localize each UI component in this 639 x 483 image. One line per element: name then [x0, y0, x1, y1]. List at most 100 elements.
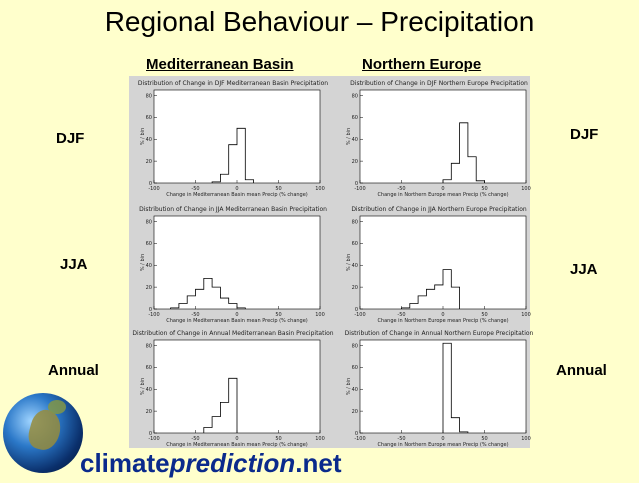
histogram-bin	[204, 428, 212, 433]
y-axis-label: % / bin	[140, 254, 146, 271]
histogram-ne-ann: Distribution of Change in Annual Norther…	[345, 330, 534, 448]
x-tick-label: -100	[148, 436, 159, 442]
y-tick-label: 40	[146, 387, 152, 393]
y-tick-label: 20	[352, 159, 358, 165]
row-label-annual-left: Annual	[48, 362, 99, 379]
y-tick-label: 60	[146, 241, 152, 247]
logo-text-net: .net	[295, 448, 342, 478]
column-heading-northern-europe: Northern Europe	[362, 56, 482, 73]
x-tick-label: -50	[191, 312, 199, 318]
x-tick-label: 0	[235, 186, 238, 192]
x-tick-label: 50	[275, 312, 281, 318]
x-tick-label: -50	[397, 186, 405, 192]
histogram-med-jja: Distribution of Change in JJA Mediterran…	[139, 206, 327, 324]
histogram-bin	[229, 145, 237, 183]
histogram-bin	[187, 296, 195, 309]
x-axis-label: Change in Mediterranean Basin mean Preci…	[166, 318, 308, 324]
x-tick-label: -100	[354, 312, 365, 318]
x-tick-label: -50	[397, 312, 405, 318]
x-tick-label: -100	[354, 186, 365, 192]
histogram-bin	[196, 289, 204, 309]
x-tick-label: 100	[521, 436, 531, 442]
logo-text-climate: climate	[80, 448, 170, 478]
y-tick-label: 80	[352, 219, 358, 225]
histogram-bin	[443, 180, 451, 183]
x-tick-label: 0	[441, 436, 444, 442]
x-axis-label: Change in Mediterranean Basin mean Preci…	[166, 192, 308, 198]
x-tick-label: 50	[481, 186, 487, 192]
y-tick-label: 60	[352, 115, 358, 121]
histogram-med-djf: Distribution of Change in DJF Mediterran…	[138, 80, 328, 198]
y-tick-label: 40	[146, 263, 152, 269]
y-tick-label: 80	[352, 343, 358, 349]
histogram-series	[211, 127, 254, 183]
plot-title: Distribution of Change in Annual Norther…	[345, 330, 534, 337]
histogram-bin	[212, 417, 220, 433]
histogram-series	[401, 269, 460, 309]
y-tick-label: 60	[146, 365, 152, 371]
x-tick-label: 50	[275, 186, 281, 192]
x-tick-label: 100	[521, 312, 531, 318]
row-label-djf-left: DJF	[56, 130, 85, 147]
y-tick-label: 20	[352, 409, 358, 415]
histogram-bin	[468, 157, 476, 183]
histogram-bin	[245, 180, 253, 183]
y-axis-label: % / bin	[346, 254, 352, 271]
y-axis-label: % / bin	[140, 128, 146, 145]
histogram-bin	[476, 181, 484, 183]
histogram-bin	[171, 308, 179, 309]
x-tick-label: 50	[481, 312, 487, 318]
x-tick-label: 100	[521, 186, 531, 192]
plot-area	[359, 215, 527, 310]
y-tick-label: 20	[146, 409, 152, 415]
y-tick-label: 0	[355, 431, 358, 437]
x-tick-label: -100	[148, 186, 159, 192]
row-label-djf-right: DJF	[570, 126, 599, 143]
histogram-series	[442, 122, 485, 183]
x-axis-label: Change in Northern Europe mean Precip (%…	[377, 318, 508, 324]
x-tick-label: 0	[441, 312, 444, 318]
x-tick-label: 50	[481, 436, 487, 442]
histogram-bin	[460, 123, 468, 183]
x-axis-label: Change in Northern Europe mean Precip (%…	[377, 192, 508, 198]
x-tick-label: 0	[441, 186, 444, 192]
plot-area	[153, 215, 321, 310]
plot-title: Distribution of Change in JJA Northern E…	[351, 206, 527, 213]
histogram-bin	[451, 163, 459, 183]
x-tick-label: -100	[148, 312, 159, 318]
y-axis-label: % / bin	[140, 378, 146, 395]
histogram-bin	[443, 343, 451, 433]
x-tick-label: -50	[191, 186, 199, 192]
x-axis-label: Change in Mediterranean Basin mean Preci…	[166, 442, 308, 448]
x-tick-label: -50	[397, 436, 405, 442]
y-tick-label: 40	[352, 263, 358, 269]
histogram-ne-djf: Distribution of Change in DJF Northern E…	[346, 80, 531, 198]
histogram-series	[203, 377, 238, 433]
histogram-bin	[451, 418, 459, 433]
climateprediction-logo[interactable]: climateprediction.net	[80, 448, 342, 479]
y-tick-label: 20	[352, 285, 358, 291]
x-tick-label: 0	[235, 312, 238, 318]
histogram-bin	[229, 304, 237, 309]
histogram-bin	[402, 308, 410, 309]
histogram-bin	[410, 304, 418, 309]
histogram-bin	[204, 278, 212, 309]
y-tick-label: 40	[146, 137, 152, 143]
histogram-series	[442, 342, 469, 433]
logo-text-prediction: prediction	[169, 448, 296, 478]
y-tick-label: 40	[352, 387, 358, 393]
histogram-bin	[220, 298, 228, 309]
histogram-bin	[237, 128, 245, 183]
plot-area	[359, 89, 527, 184]
histogram-bin	[179, 304, 187, 309]
y-tick-label: 0	[149, 431, 152, 437]
histogram-bin	[212, 182, 220, 183]
y-tick-label: 0	[355, 181, 358, 187]
histogram-ne-jja: Distribution of Change in JJA Northern E…	[346, 206, 531, 324]
x-tick-label: -50	[191, 436, 199, 442]
histogram-bin	[460, 432, 468, 433]
x-tick-label: 0	[235, 436, 238, 442]
row-label-jja-right: JJA	[570, 261, 598, 278]
row-label-jja-left: JJA	[60, 256, 88, 273]
histogram-bin	[418, 296, 426, 309]
